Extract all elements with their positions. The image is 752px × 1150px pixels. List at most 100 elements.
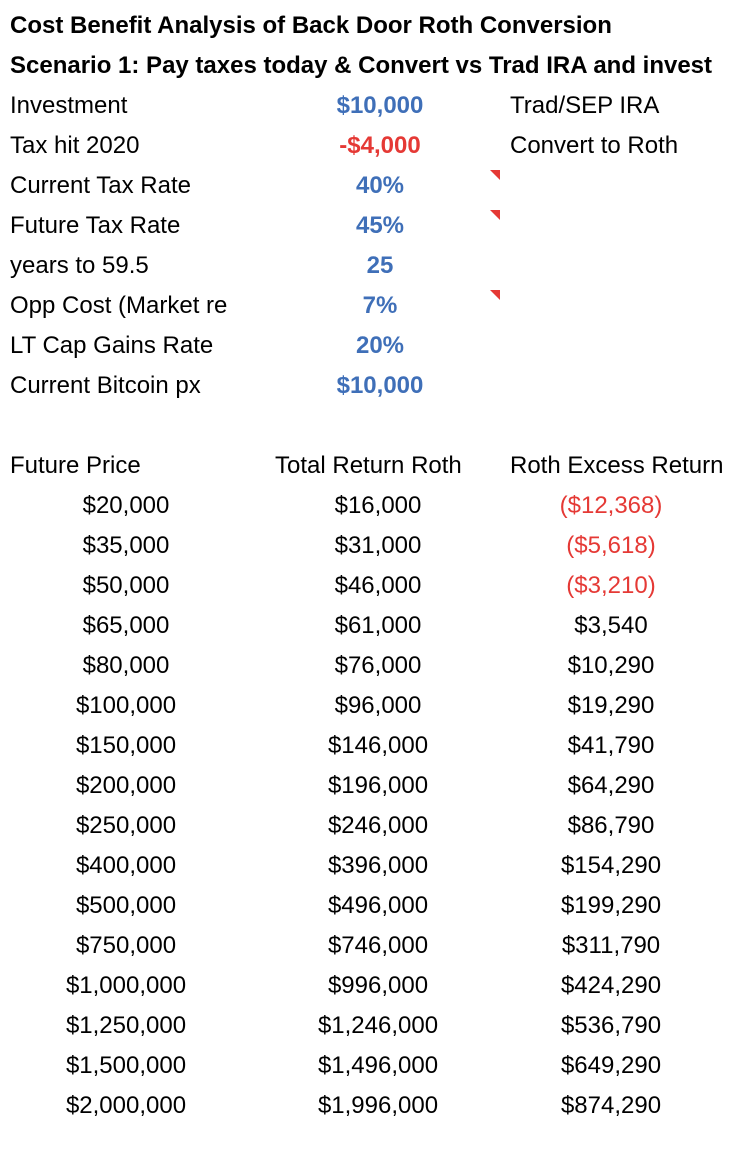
table-row: $500,000 $496,000 $199,290 [0, 886, 752, 926]
total-return-roth-cell: $496,000 [327, 892, 429, 919]
input-value[interactable]: 40% [355, 172, 405, 199]
table-row: $100,000 $96,000 $19,290 [0, 686, 752, 726]
roth-excess-return-cell: $311,790 [561, 932, 661, 959]
future-price-cell: $2,000,000 [65, 1092, 187, 1119]
table-row: $35,000 $31,000 ($5,618) [0, 526, 752, 566]
total-return-roth-cell: $246,000 [327, 812, 429, 839]
future-price-cell: $150,000 [75, 732, 177, 759]
total-return-roth-cell: $96,000 [334, 692, 422, 719]
total-return-roth-cell: $1,246,000 [317, 1012, 439, 1039]
total-return-roth-cell: $396,000 [327, 852, 429, 879]
input-row: Current Tax Rate 40% [0, 166, 752, 206]
roth-excess-return-cell: ($12,368) [559, 492, 663, 519]
input-label: years to 59.5 [10, 252, 149, 279]
input-note: Trad/SEP IRA [510, 92, 660, 119]
total-return-roth-cell: $196,000 [327, 772, 429, 799]
roth-excess-return-cell: $199,290 [560, 892, 662, 919]
future-price-cell: $200,000 [75, 772, 177, 799]
input-label: LT Cap Gains Rate [10, 332, 214, 359]
roth-excess-return-cell: $86,790 [567, 812, 655, 839]
input-note [510, 366, 752, 406]
table-row: $1,500,000 $1,496,000 $649,290 [0, 1046, 752, 1086]
title-row: Cost Benefit Analysis of Back Door Roth … [0, 6, 752, 46]
roth-excess-return-cell: $41,790 [567, 732, 655, 759]
total-return-roth-cell: $46,000 [334, 572, 422, 599]
table-row: $150,000 $146,000 $41,790 [0, 726, 752, 766]
input-label: Tax hit 2020 [10, 132, 140, 159]
future-price-cell: $250,000 [75, 812, 177, 839]
input-value[interactable]: 25 [366, 252, 394, 279]
input-value[interactable]: $10,000 [336, 92, 424, 119]
roth-excess-return-cell: $19,290 [567, 692, 655, 719]
total-return-roth-cell: $76,000 [334, 652, 422, 679]
input-note [510, 286, 752, 326]
roth-excess-return-cell: ($5,618) [566, 532, 656, 559]
future-price-cell: $1,000,000 [65, 972, 187, 999]
comment-indicator[interactable] [490, 210, 500, 220]
input-note [510, 166, 752, 206]
comment-indicator[interactable] [490, 170, 500, 180]
future-price-cell: $100,000 [75, 692, 177, 719]
future-price-cell: $400,000 [75, 852, 177, 879]
input-value[interactable]: -$4,000 [339, 132, 421, 159]
future-price-cell: $1,250,000 [65, 1012, 187, 1039]
input-row: Opp Cost (Market re 7% [0, 286, 752, 326]
input-row: Tax hit 2020 -$4,000 Convert to Roth [0, 126, 752, 166]
input-value[interactable]: $10,000 [336, 372, 424, 399]
table-row: $750,000 $746,000 $311,790 [0, 926, 752, 966]
future-price-cell: $750,000 [75, 932, 177, 959]
total-return-roth-cell: $146,000 [327, 732, 429, 759]
total-return-roth-cell: $1,496,000 [317, 1052, 439, 1079]
input-note: Convert to Roth [510, 132, 679, 159]
table-row: $1,250,000 $1,246,000 $536,790 [0, 1006, 752, 1046]
input-label: Current Bitcoin px [10, 372, 201, 399]
roth-excess-return-cell: $64,290 [567, 772, 655, 799]
future-price-cell: $500,000 [75, 892, 177, 919]
roth-excess-return-cell: $874,290 [560, 1092, 662, 1119]
total-return-roth-cell: $61,000 [334, 612, 422, 639]
total-return-roth-cell: $16,000 [334, 492, 422, 519]
table-row: $20,000 $16,000 ($12,368) [0, 486, 752, 526]
input-row: years to 59.5 25 [0, 246, 752, 286]
roth-excess-return-cell: $154,290 [560, 852, 662, 879]
future-price-cell: $50,000 [82, 572, 170, 599]
input-note [510, 206, 752, 246]
header-total-return-roth: Total Return Roth [275, 452, 462, 479]
input-value[interactable]: 20% [355, 332, 405, 359]
roth-excess-return-cell: $649,290 [560, 1052, 662, 1079]
table-row: $65,000 $61,000 $3,540 [0, 606, 752, 646]
future-price-cell: $65,000 [82, 612, 170, 639]
table-row: $400,000 $396,000 $154,290 [0, 846, 752, 886]
total-return-roth-cell: $31,000 [334, 532, 422, 559]
future-price-cell: $20,000 [82, 492, 170, 519]
total-return-roth-cell: $1,996,000 [317, 1092, 439, 1119]
table-header-row: Future Price Total Return Roth Roth Exce… [0, 446, 752, 486]
input-value[interactable]: 7% [362, 292, 398, 319]
input-note [510, 326, 752, 366]
header-roth-excess-return: Roth Excess Return [510, 452, 724, 479]
table-row: $2,000,000 $1,996,000 $874,290 [0, 1086, 752, 1126]
input-value[interactable]: 45% [355, 212, 405, 239]
table-row: $200,000 $196,000 $64,290 [0, 766, 752, 806]
comment-indicator[interactable] [490, 290, 500, 300]
total-return-roth-cell: $996,000 [327, 972, 429, 999]
roth-excess-return-cell: $536,790 [560, 1012, 662, 1039]
input-label: Investment [10, 92, 128, 119]
input-label: Opp Cost (Market re [10, 292, 228, 319]
table-row: $80,000 $76,000 $10,290 [0, 646, 752, 686]
table-row: $250,000 $246,000 $86,790 [0, 806, 752, 846]
input-row: Current Bitcoin px $10,000 [0, 366, 752, 406]
table-row: $50,000 $46,000 ($3,210) [0, 566, 752, 606]
roth-excess-return-cell: $424,290 [560, 972, 662, 999]
input-label: Current Tax Rate [10, 172, 191, 199]
table-row: $1,000,000 $996,000 $424,290 [0, 966, 752, 1006]
total-return-roth-cell: $746,000 [327, 932, 429, 959]
input-label: Future Tax Rate [10, 212, 181, 239]
scenario-title: Scenario 1: Pay taxes today & Convert vs… [10, 52, 713, 79]
roth-excess-return-cell: $10,290 [567, 652, 655, 679]
roth-excess-return-cell: $3,540 [574, 612, 648, 639]
future-price-cell: $80,000 [82, 652, 170, 679]
sheet-title: Cost Benefit Analysis of Back Door Roth … [10, 12, 612, 39]
scenario-row: Scenario 1: Pay taxes today & Convert vs… [0, 46, 752, 86]
